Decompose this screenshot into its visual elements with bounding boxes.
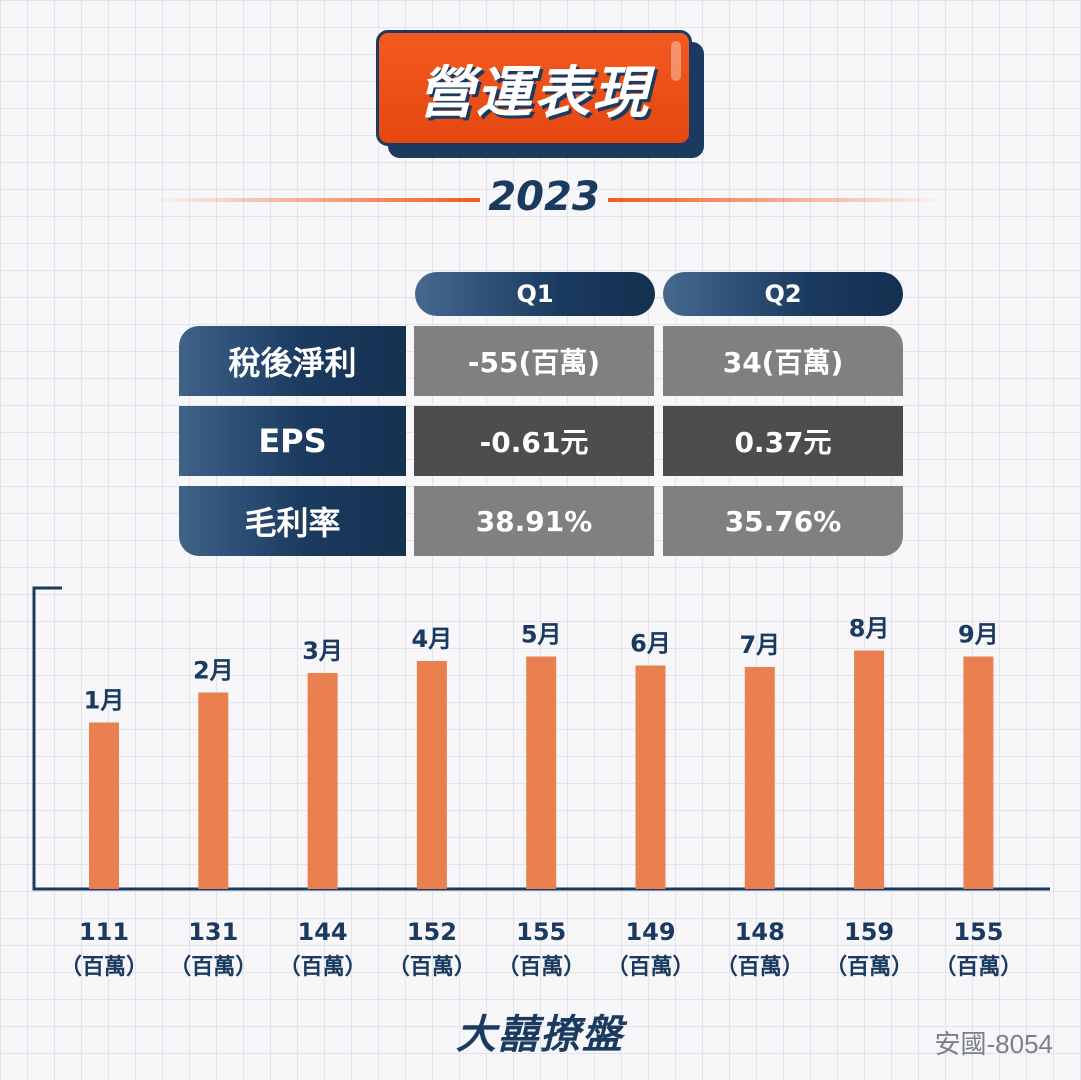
bar-unit-label: （百萬） — [606, 955, 694, 980]
bar-category-label: 4月 — [412, 625, 453, 653]
brand-logo: 大囍撩盤 — [456, 1012, 624, 1058]
row-label-gross-margin: 毛利率 — [179, 486, 406, 556]
bar-unit-label: （百萬） — [825, 955, 913, 980]
bar-unit-label: （百萬） — [716, 955, 804, 980]
year-divider-left — [150, 198, 480, 202]
bar-category-label: 3月 — [302, 637, 343, 665]
bar-value-label: 149 — [625, 918, 675, 946]
bar — [416, 661, 447, 889]
monthly-revenue-chart: 1月 111 （百萬） 2月 131 （百萬） 3月 144 （百萬） 4月 152 （百萬） 5月 15… — [32, 586, 1050, 980]
year-label: 2023 — [488, 174, 600, 220]
bar — [854, 650, 885, 889]
bar — [963, 656, 994, 889]
bar-category-label: 2月 — [193, 657, 234, 685]
cell-eps-q1: -0.61元 — [414, 406, 654, 476]
bar-category-label: 1月 — [84, 687, 125, 715]
bar-value-label: 159 — [844, 918, 894, 946]
bar-category-label: 5月 — [521, 621, 562, 649]
cell-gross-margin-q1: 38.91% — [414, 486, 654, 556]
bar-unit-label: （百萬） — [934, 955, 1022, 980]
bar-unit-label: （百萬） — [169, 955, 257, 980]
quarter-header-q2: Q2 — [663, 272, 903, 316]
bar-value-label: 155 — [953, 918, 1003, 946]
bar-category-label: 8月 — [849, 615, 890, 643]
bar-unit-label: （百萬） — [279, 955, 367, 980]
bar — [307, 673, 338, 889]
bar-unit-label: （百萬） — [497, 955, 585, 980]
bar-value-label: 131 — [188, 918, 238, 946]
bar-value-label: 148 — [735, 918, 785, 946]
bar-value-label: 152 — [407, 918, 457, 946]
stock-label: 安國-8054 — [934, 1029, 1054, 1059]
row-label-eps: EPS — [179, 406, 406, 476]
title-banner: 營運表現 — [376, 30, 692, 146]
bar-value-label: 155 — [516, 918, 566, 946]
page-title: 營運表現 — [418, 60, 650, 126]
bar-unit-label: （百萬） — [60, 955, 148, 980]
bar-value-label: 144 — [298, 918, 348, 946]
row-label-net-income: 稅後淨利 — [179, 326, 406, 396]
cell-net-income-q2: 34(百萬) — [663, 326, 903, 396]
bar-category-label: 9月 — [958, 621, 999, 649]
bar — [198, 692, 229, 889]
bar-value-label: 111 — [79, 918, 129, 946]
cell-eps-q2: 0.37元 — [663, 406, 903, 476]
bar-category-label: 6月 — [630, 630, 671, 658]
year-divider-right — [608, 198, 948, 202]
bar — [89, 722, 119, 889]
bar — [635, 665, 666, 889]
cell-net-income-q1: -55(百萬) — [414, 326, 654, 396]
quarter-header-q1: Q1 — [415, 272, 655, 316]
cell-gross-margin-q2: 35.76% — [663, 486, 903, 556]
bar-unit-label: （百萬） — [388, 955, 476, 980]
bar-category-label: 7月 — [739, 631, 780, 659]
bar — [744, 667, 775, 889]
bar — [526, 656, 557, 889]
